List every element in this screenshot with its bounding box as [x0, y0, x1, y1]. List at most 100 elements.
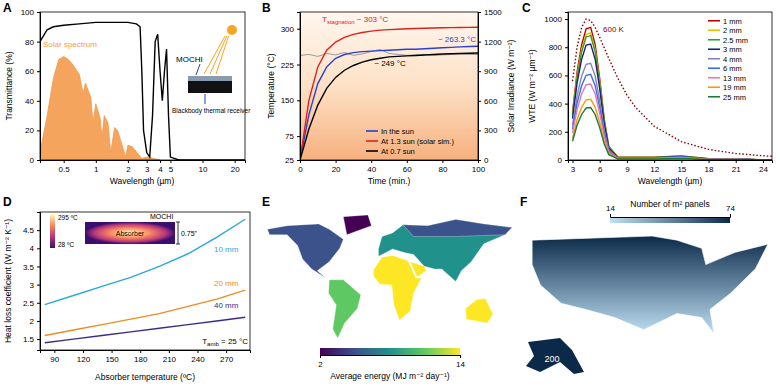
- tick: 300: [478, 126, 498, 135]
- land: [410, 262, 426, 277]
- tick-mark: [407, 160, 408, 163]
- tick-mark: [478, 71, 481, 72]
- tick-mark: [565, 132, 568, 133]
- tick-label: 900: [484, 67, 498, 76]
- tick-mark: [460, 355, 461, 358]
- tick-mark: [203, 160, 204, 163]
- tick-mark: [37, 160, 40, 161]
- legend-swatch: [708, 96, 720, 98]
- tick-mark: [297, 29, 300, 30]
- tick-mark: [169, 350, 170, 353]
- tick-label: 60: [403, 165, 412, 174]
- tick: 0: [298, 160, 303, 174]
- tick: 120: [77, 350, 91, 364]
- panel-label: C: [522, 1, 531, 15]
- annotation: MOCHI: [176, 55, 203, 64]
- plot-area: [300, 27, 478, 160]
- tick-mark: [478, 42, 481, 43]
- tick: 40: [25, 97, 40, 106]
- plot-area: [40, 22, 245, 160]
- tick-mark: [565, 75, 568, 76]
- tick-mark: [37, 321, 40, 322]
- tick-label: 18: [705, 165, 714, 174]
- tick: 150: [281, 96, 300, 105]
- tick-label: 2: [318, 360, 323, 369]
- legend-label: 2.5 mm: [723, 36, 748, 45]
- tick-label: 300: [484, 126, 498, 135]
- tick: 20: [231, 160, 240, 174]
- tick-mark: [235, 160, 236, 163]
- tick-mark: [600, 160, 601, 163]
- tick-mark: [336, 160, 337, 163]
- tick: 1200: [478, 38, 502, 47]
- tick-mark: [565, 160, 568, 161]
- tick: 4: [30, 244, 40, 253]
- tick-label: 3: [145, 165, 150, 174]
- tick-mark: [64, 160, 65, 163]
- tick: 80: [25, 38, 40, 47]
- tick-label: 80: [438, 165, 447, 174]
- legend-swatch: [708, 20, 720, 22]
- tick-mark: [627, 160, 628, 163]
- tick-mark: [478, 12, 481, 13]
- tick-mark: [565, 104, 568, 105]
- tick: 180: [134, 350, 148, 364]
- legend-label: 2 mm: [723, 26, 742, 35]
- tick-label: 0.5: [59, 165, 71, 174]
- annotation-subscript: stagnation: [327, 19, 355, 25]
- tick: 900: [478, 67, 498, 76]
- annotation-text: 200: [544, 354, 559, 364]
- tick-label: 150: [105, 355, 119, 364]
- tick-mark: [37, 285, 40, 286]
- axis-title: Time (min.): [368, 176, 411, 186]
- tick: 150: [105, 350, 119, 364]
- tick: 800: [549, 43, 568, 52]
- annotation-text: 28 ºC: [58, 241, 74, 248]
- line: [45, 219, 245, 304]
- axis-line: [41, 351, 251, 354]
- tick-mark: [573, 160, 574, 163]
- tick-label: 210: [163, 355, 177, 364]
- tick-label: 14: [606, 204, 615, 213]
- tick-mark: [112, 350, 113, 353]
- annotation-text: ~ 249 °C: [374, 59, 406, 68]
- annotation: 28 ºC: [58, 241, 74, 248]
- line: [300, 53, 478, 160]
- tick-mark: [37, 42, 40, 43]
- legend-label: At 0.7 sun: [381, 147, 415, 156]
- axis: 0.5123451020: [41, 160, 246, 174]
- annotation-text: 600 K: [603, 25, 625, 34]
- land: [267, 224, 343, 278]
- tick-mark: [128, 160, 129, 163]
- tick: 14: [606, 204, 615, 217]
- annotation: Absorber: [116, 230, 145, 237]
- line: [45, 317, 245, 342]
- tick: 75: [285, 132, 300, 141]
- tick-label: 25: [285, 156, 294, 165]
- annotation: 0.75": [181, 230, 198, 237]
- panel-label: D: [3, 195, 12, 209]
- axis-line: [301, 161, 479, 164]
- tick: 5: [169, 160, 174, 174]
- tick-label: 0: [298, 165, 303, 174]
- tick-label: 60: [25, 67, 34, 76]
- tick-label: 4: [158, 165, 163, 174]
- tick: 3: [30, 281, 40, 290]
- tick-label: 2.5: [23, 299, 35, 308]
- annotation: ~ 249 °C: [374, 59, 406, 68]
- legend: 1 mm2 mm2.5 mm3 mm4 mm6 mm13 mm19 mm25 m…: [708, 17, 748, 102]
- tick-label: 40: [367, 165, 376, 174]
- tick-label: 21: [732, 165, 741, 174]
- tick-label: 150: [281, 96, 295, 105]
- axis-line: [41, 161, 246, 164]
- panel-label: A: [3, 1, 12, 15]
- axis: 3691215182124: [569, 160, 773, 174]
- annotation: 200: [544, 354, 559, 364]
- tick-label: 20: [25, 126, 34, 135]
- line: [573, 63, 772, 160]
- tick-mark: [730, 214, 731, 217]
- annotation-subscript: amb: [207, 341, 219, 347]
- tick-mark: [297, 65, 300, 66]
- legend-label: In the sun: [381, 127, 414, 136]
- annotation: ~ 263.3 °C: [438, 35, 476, 44]
